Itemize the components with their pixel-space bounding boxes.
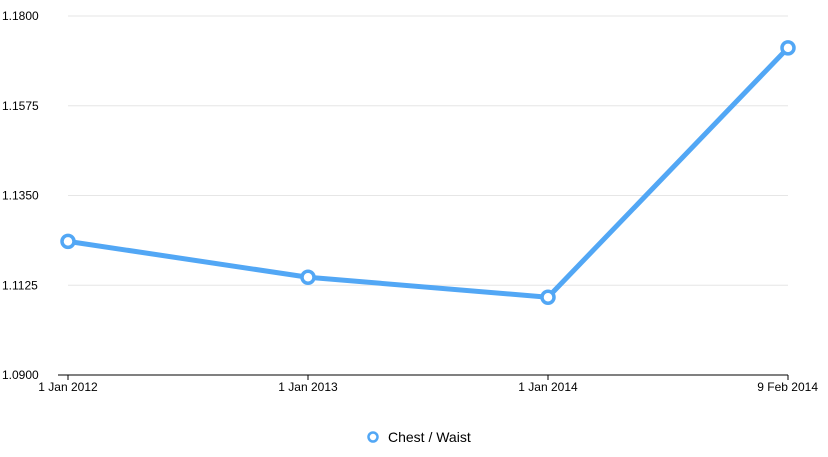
series-line xyxy=(65,45,791,300)
data-point[interactable] xyxy=(780,40,796,56)
grid-layer xyxy=(68,15,788,286)
x-tick-label: 1 Jan 2014 xyxy=(518,380,578,394)
data-point[interactable] xyxy=(300,269,316,286)
series-layer xyxy=(60,40,796,305)
legend[interactable]: Chest / Waist xyxy=(367,429,471,445)
data-point[interactable] xyxy=(60,233,76,250)
x-tick-label: 1 Jan 2012 xyxy=(38,380,98,394)
y-tick-label: 1.1125 xyxy=(2,278,38,292)
x-tick-label: 1 Jan 2013 xyxy=(278,380,338,394)
y-tick-label: 1.1575 xyxy=(2,99,39,113)
y-tick-label: 1.1350 xyxy=(2,189,39,203)
y-tick-label: 1.0900 xyxy=(2,368,39,382)
y-tick-label: 1.1800 xyxy=(2,9,39,23)
legend-label: Chest / Waist xyxy=(388,429,471,445)
data-point[interactable] xyxy=(540,289,556,305)
legend-marker-icon xyxy=(367,431,379,443)
x-tick-label: 9 Feb 2014 xyxy=(757,380,818,394)
axis-layer: 1.0900 1.1125 1.1350 1.1575 1.1800 1 Jan 2012… xyxy=(2,9,818,394)
